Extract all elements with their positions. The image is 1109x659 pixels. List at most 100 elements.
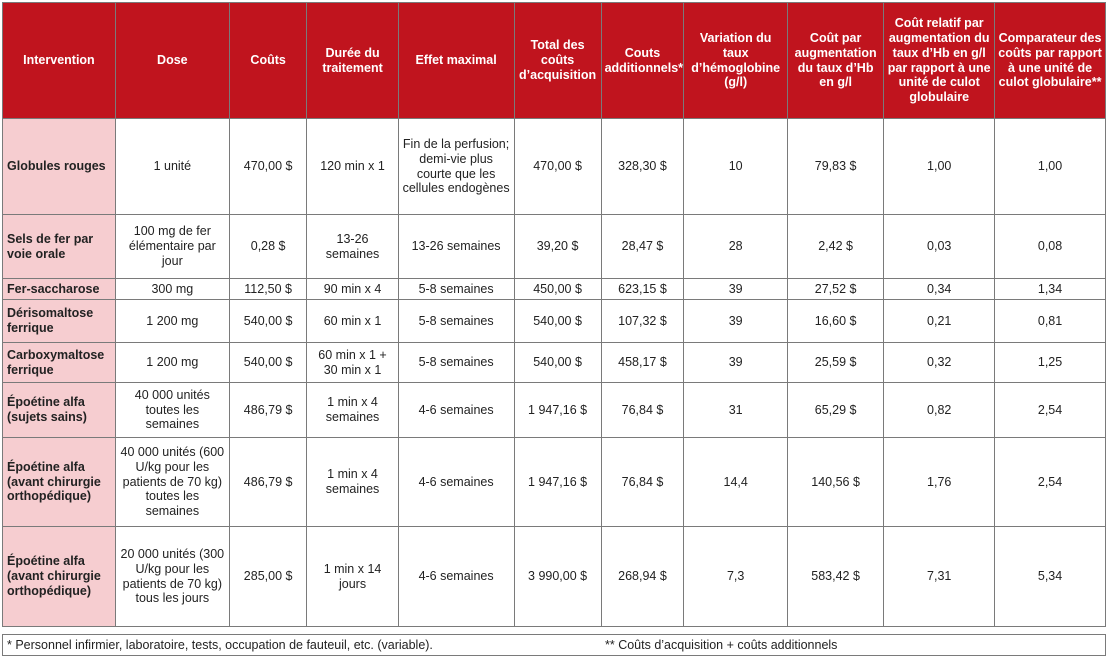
- table-cell: 540,00 $: [228, 299, 308, 343]
- header-row: Intervention Dose Coûts Durée du traitem…: [2, 2, 1106, 119]
- table-cell: 540,00 $: [513, 299, 602, 343]
- table-row: Globules rouges 1 unité 470,00 $120 min x …: [2, 118, 1106, 215]
- table-cell: 20 000 unités (300 U/kg pour les patient…: [114, 526, 230, 627]
- table-cell: 27,52 $: [786, 278, 885, 300]
- table-row: Époétine alfa (avant chirurgie orthopédi…: [2, 526, 1106, 627]
- table-cell: 60 min x 1: [306, 299, 399, 343]
- table-cell: 7,31: [883, 526, 996, 627]
- row-label: Dérisomaltose ferrique: [2, 299, 116, 343]
- table-cell: 0,81: [994, 299, 1106, 343]
- table-cell: 450,00 $: [513, 278, 602, 300]
- table-row: Dérisomaltose ferrique 1 200 mg 540,00 $60…: [2, 299, 1106, 343]
- table-cell: 285,00 $: [228, 526, 308, 627]
- row-label: Globules rouges: [2, 118, 116, 215]
- table-cell: 65,29 $: [786, 382, 885, 438]
- table-cell: Fin de la perfusion; demi-vie plus court…: [397, 118, 515, 215]
- column-header-additional-costs: Couts additionnels*: [600, 2, 685, 119]
- table-row: Carboxymaltose ferrique 1 200 mg 540,00 $6…: [2, 342, 1106, 383]
- table-cell: 39: [683, 278, 788, 300]
- table-cell: 0,82: [883, 382, 996, 438]
- table-cell: 79,83 $: [786, 118, 885, 215]
- cost-comparison-table-wrapper: Intervention Dose Coûts Durée du traitem…: [2, 2, 1106, 627]
- table-cell: 2,54: [994, 437, 1106, 527]
- table-cell: 1 min x 4 semaines: [306, 437, 399, 527]
- table-cell: 1 min x 14 jours: [306, 526, 399, 627]
- row-label: Sels de fer par voie orale: [2, 214, 116, 279]
- row-label: Époétine alfa (avant chirurgie orthopédi…: [2, 526, 116, 627]
- table-cell: 39,20 $: [513, 214, 602, 279]
- table-cell: 10: [683, 118, 788, 215]
- table-cell: 107,32 $: [600, 299, 685, 343]
- table-cell: 7,3: [683, 526, 788, 627]
- footnotes: * Personnel infirmier, laboratoire, test…: [2, 634, 1106, 656]
- table-cell: 28,47 $: [600, 214, 685, 279]
- table-row: Fer-saccharose 300 mg 112,50 $90 min x 4 5-…: [2, 278, 1106, 300]
- table-cell: 458,17 $: [600, 342, 685, 383]
- table-body: Globules rouges 1 unité 470,00 $120 min x …: [2, 118, 1106, 627]
- table-cell: 4-6 semaines: [397, 382, 515, 438]
- table-cell: 13-26 semaines: [306, 214, 399, 279]
- table-cell: 0,28 $: [228, 214, 308, 279]
- table-cell: 5-8 semaines: [397, 299, 515, 343]
- table-cell: 0,21: [883, 299, 996, 343]
- table-cell: 540,00 $: [513, 342, 602, 383]
- table-cell: 1,76: [883, 437, 996, 527]
- table-cell: 300 mg: [114, 278, 230, 300]
- table-cell: 5,34: [994, 526, 1106, 627]
- table-cell: 5-8 semaines: [397, 342, 515, 383]
- table-cell: 1 947,16 $: [513, 437, 602, 527]
- table-row: Sels de fer par voie orale 100 mg de fer …: [2, 214, 1106, 279]
- column-header-costs: Coûts: [228, 2, 308, 119]
- row-label: Époétine alfa (avant chirurgie orthopédi…: [2, 437, 116, 527]
- footnote-acquisition: ** Coûts d’acquisition + coûts additionn…: [605, 638, 838, 652]
- table-cell: 470,00 $: [228, 118, 308, 215]
- table-cell: 328,30 $: [600, 118, 685, 215]
- table-cell: 623,15 $: [600, 278, 685, 300]
- table-cell: 60 min x 1 + 30 min x 1: [306, 342, 399, 383]
- footnote-staff: * Personnel infirmier, laboratoire, test…: [7, 638, 433, 652]
- table-cell: 112,50 $: [228, 278, 308, 300]
- table-cell: 100 mg de fer élémentaire par jour: [114, 214, 230, 279]
- column-header-max-effect: Effet maximal: [397, 2, 515, 119]
- table-cell: 13-26 semaines: [397, 214, 515, 279]
- table-cell: 1,34: [994, 278, 1106, 300]
- table-cell: 14,4: [683, 437, 788, 527]
- column-header-relative-cost: Coût relatif par augmentation du taux d’…: [883, 2, 996, 119]
- column-header-total-acquisition: Total des coûts d’acquisition: [513, 2, 602, 119]
- table-cell: 486,79 $: [228, 437, 308, 527]
- cost-comparison-table: Intervention Dose Coûts Durée du traitem…: [2, 2, 1106, 627]
- table-cell: 4-6 semaines: [397, 437, 515, 527]
- table-cell: 2,42 $: [786, 214, 885, 279]
- table-cell: 583,42 $: [786, 526, 885, 627]
- table-cell: 0,34: [883, 278, 996, 300]
- column-header-cost-comparator: Comparateur des coûts par rapport à une …: [994, 2, 1106, 119]
- table-cell: 1,00: [883, 118, 996, 215]
- column-header-duration: Durée du traitement: [306, 2, 399, 119]
- table-cell: 39: [683, 342, 788, 383]
- column-header-hb-variation: Variation du taux d’hémoglobine (g/l): [683, 2, 788, 119]
- table-cell: 76,84 $: [600, 382, 685, 438]
- table-cell: 39: [683, 299, 788, 343]
- table-cell: 1 unité: [114, 118, 230, 215]
- column-header-cost-per-hb: Coût par augmentation du taux d’Hb en g/…: [786, 2, 885, 119]
- table-cell: 268,94 $: [600, 526, 685, 627]
- table-cell: 5-8 semaines: [397, 278, 515, 300]
- table-row: Époétine alfa (avant chirurgie orthopédi…: [2, 437, 1106, 527]
- table-cell: 1,00: [994, 118, 1106, 215]
- table-cell: 1 947,16 $: [513, 382, 602, 438]
- table-cell: 40 000 unités (600 U/kg pour les patient…: [114, 437, 230, 527]
- row-label: Époétine alfa (sujets sains): [2, 382, 116, 438]
- table-cell: 0,08: [994, 214, 1106, 279]
- table-cell: 120 min x 1: [306, 118, 399, 215]
- row-label: Fer-saccharose: [2, 278, 116, 300]
- table-cell: 25,59 $: [786, 342, 885, 383]
- table-cell: 2,54: [994, 382, 1106, 438]
- table-cell: 76,84 $: [600, 437, 685, 527]
- table-cell: 1,25: [994, 342, 1106, 383]
- column-header-dose: Dose: [114, 2, 230, 119]
- table-cell: 0,03: [883, 214, 996, 279]
- table-cell: 16,60 $: [786, 299, 885, 343]
- table-cell: 140,56 $: [786, 437, 885, 527]
- table-cell: 90 min x 4: [306, 278, 399, 300]
- table-cell: 31: [683, 382, 788, 438]
